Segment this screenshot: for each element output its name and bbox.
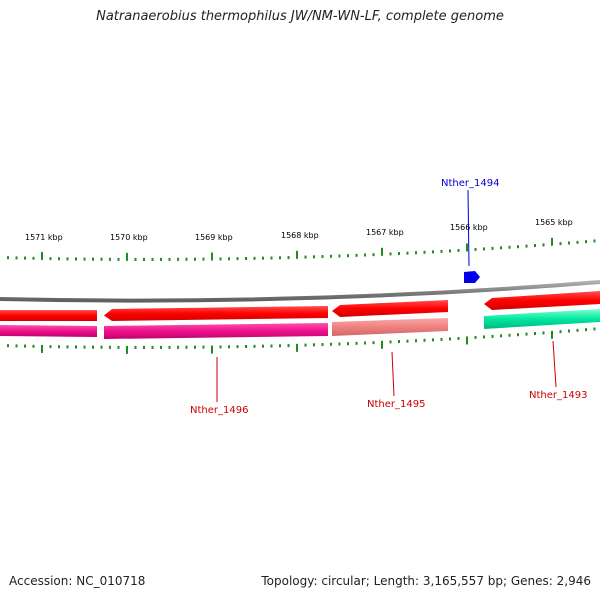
map-title: Natranaerobius thermophilus JW/NM-WN-LF,… xyxy=(96,9,504,24)
cds-arrow-left-edge xyxy=(0,310,97,321)
feature-label-nther-1493: Nther_1493 xyxy=(529,390,587,401)
callout-line-nther-1493 xyxy=(552,340,557,388)
upper-tick-track xyxy=(7,237,596,261)
accession-text: Accession: NC_010718 xyxy=(9,574,146,588)
gene-bar-nther-1495 xyxy=(332,318,448,336)
ruler-label-1571: 1571 kbp xyxy=(25,233,63,242)
ruler-label-1565: 1565 kbp xyxy=(535,218,573,227)
cds-arrow-nther-1496 xyxy=(104,306,328,321)
cds-arrow-nther-1495 xyxy=(332,300,448,317)
gene-bar-left-edge xyxy=(0,325,97,337)
feature-label-nther-1494: Nther_1494 xyxy=(441,178,499,189)
genome-backbone xyxy=(0,280,600,303)
lower-tick-track xyxy=(7,327,596,354)
callout-line-nther-1495 xyxy=(391,351,395,397)
feature-label-nther-1495: Nther_1495 xyxy=(367,399,425,410)
genome-summary-text: Topology: circular; Length: 3,165,557 bp… xyxy=(261,574,591,588)
ruler-label-1568: 1568 kbp xyxy=(281,231,319,240)
ruler-label-1570: 1570 kbp xyxy=(110,233,148,242)
feature-label-nther-1496: Nther_1496 xyxy=(190,405,248,416)
cds-arrow-nther-1493 xyxy=(484,291,600,310)
gene-bar-nther-1493 xyxy=(484,309,600,329)
ruler-label-1567: 1567 kbp xyxy=(366,228,404,237)
callout-line-nther-1494 xyxy=(467,189,470,267)
feature-arrow-nther-1494 xyxy=(464,271,480,283)
ruler-label-1569: 1569 kbp xyxy=(195,233,233,242)
gene-bar-nther-1496 xyxy=(104,323,328,339)
